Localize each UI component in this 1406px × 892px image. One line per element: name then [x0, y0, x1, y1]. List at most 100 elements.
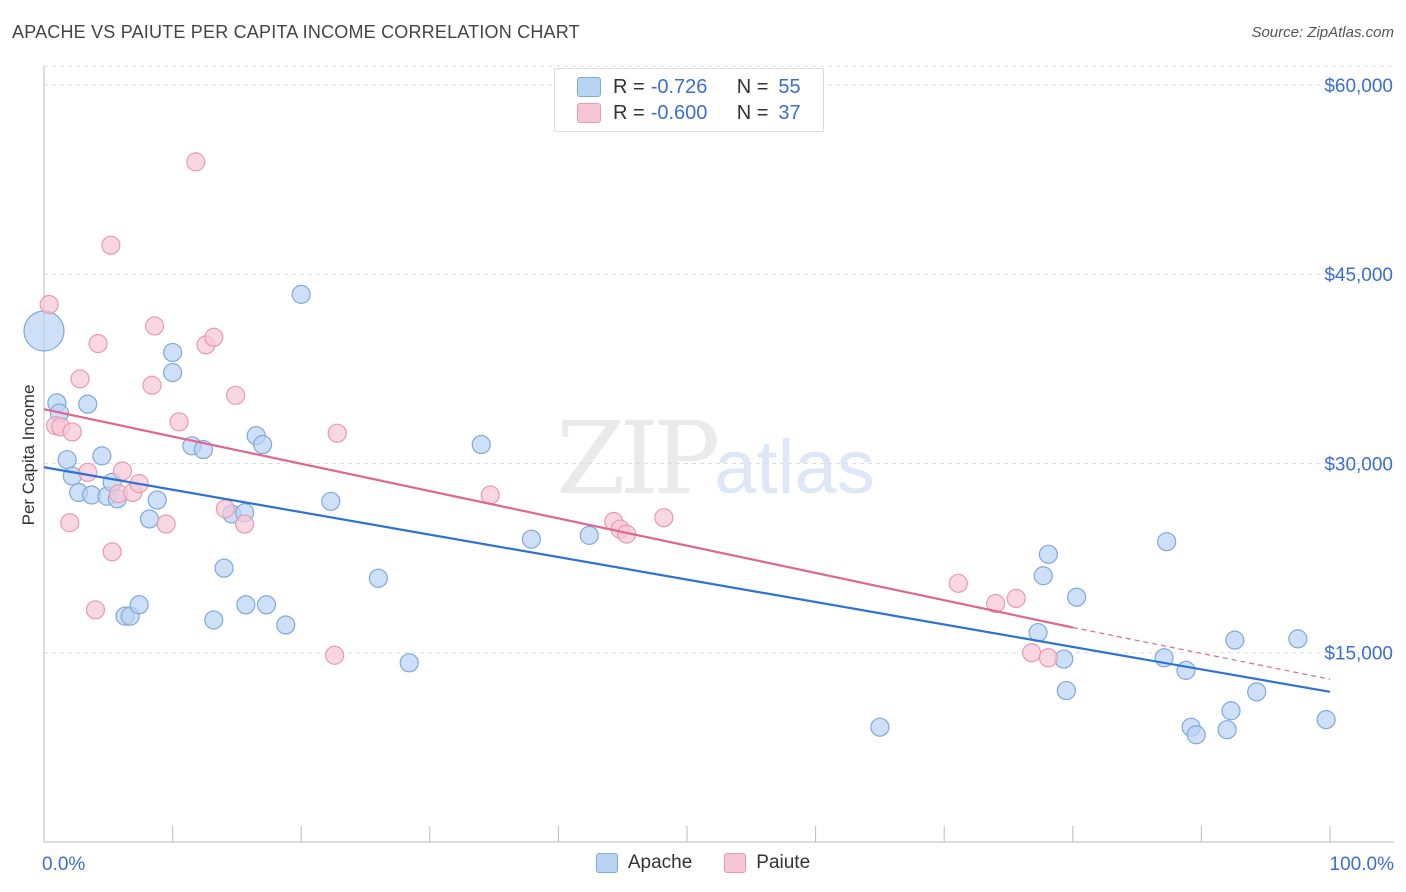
paiute-point [156, 514, 176, 534]
watermark-atlas: atlas [714, 425, 875, 510]
apache-point [163, 363, 183, 383]
apache-point [1247, 682, 1267, 702]
y-tick-label: $60,000 [1324, 76, 1393, 97]
apache-point [1186, 725, 1206, 745]
apache-point [870, 717, 890, 737]
apache-trend-line [43, 466, 1331, 693]
legend-row-paiute: R = -0.600 N = 37 [577, 100, 801, 126]
paiute-point [144, 316, 165, 336]
paiute-point [101, 235, 121, 255]
paiute-point [204, 327, 224, 347]
apache-point [368, 568, 388, 588]
legend-row-apache: R = -0.726 N = 55 [577, 74, 801, 100]
y-tick-label: $30,000 [1324, 454, 1393, 475]
apache-point [214, 558, 234, 578]
y-tick-label: $15,000 [1324, 644, 1393, 665]
paiute-legend-label: Paiute [756, 852, 811, 873]
grid-layer [44, 65, 1394, 654]
apache-point [1221, 701, 1241, 721]
apache-point [1157, 532, 1177, 552]
trend-layer [43, 408, 1331, 693]
apache-swatch [577, 77, 601, 97]
y-tick-label: $45,000 [1324, 265, 1393, 286]
apache-point [78, 394, 98, 414]
apache-point [1217, 720, 1237, 740]
apache-point [276, 615, 296, 635]
paiute-point [226, 385, 246, 405]
apache-n-value: 55 [778, 75, 801, 98]
apache-point [521, 529, 541, 549]
correlation-legend: R = -0.726 N = 55 R = -0.600 N = 37 [554, 68, 824, 132]
series-legend: Apache Paiute [0, 852, 1406, 874]
paiute-point [215, 499, 235, 519]
paiute-point [986, 593, 1006, 614]
apache-point [1033, 566, 1053, 586]
apache-point [1316, 710, 1336, 730]
apache-r-value: -0.726 [650, 75, 708, 98]
paiute-point [235, 514, 255, 534]
apache-point [23, 310, 65, 352]
paiute-point [325, 645, 345, 665]
paiute-point [62, 422, 82, 442]
y-axis-label: Per Capita Income [19, 385, 38, 526]
apache-point [253, 434, 273, 455]
r-label: R = [613, 75, 645, 98]
paiute-point [39, 294, 59, 315]
paiute-point [85, 600, 106, 620]
legend-item-paiute[interactable]: Paiute [724, 852, 810, 874]
paiute-point [78, 462, 98, 482]
x-tick-label: 0.0% [42, 854, 85, 875]
apache-point [129, 595, 149, 615]
n-label: N = [736, 75, 769, 98]
paiute-point [1038, 648, 1058, 668]
paiute-point [102, 542, 122, 562]
x-tick-label: 100.0% [1330, 854, 1395, 875]
apache-legend-label: Apache [627, 852, 693, 873]
paiute-point [112, 461, 133, 481]
apache-point [321, 491, 341, 511]
axis-layer [43, 66, 1394, 843]
apache-point [399, 653, 419, 673]
apache-point [1038, 544, 1058, 564]
apache-point [1288, 629, 1308, 649]
paiute-point [1006, 588, 1026, 609]
apache-point [236, 595, 256, 615]
apache-point [1056, 680, 1076, 701]
paiute-point [169, 412, 189, 432]
paiute-point [186, 152, 206, 172]
watermark-zip: ZIP [556, 400, 720, 517]
paiute-point [654, 508, 674, 528]
paiute-point [70, 369, 90, 389]
apache-point [1067, 587, 1087, 607]
paiute-point [88, 333, 108, 354]
apache-point [579, 525, 599, 545]
legend-item-apache[interactable]: Apache [595, 852, 693, 874]
paiute-point [1022, 643, 1042, 663]
apache-point [204, 610, 224, 630]
apache-point [57, 450, 77, 470]
paiute-r-value: -0.600 [650, 101, 708, 124]
apache-point [139, 509, 160, 529]
source-label: Source: ZipAtlas.com [1251, 24, 1394, 41]
apache-point [163, 342, 183, 363]
paiute-legend-swatch [724, 853, 747, 873]
watermark: ZIPatlas [556, 400, 875, 517]
paiute-swatch [577, 103, 601, 123]
apache-point [1176, 660, 1196, 680]
apache-point [92, 446, 112, 466]
paiute-point [327, 423, 347, 443]
label-layer: $15,000 $30,000 $45,000 $60,000 0.0% 100.0% Pe… [19, 76, 1394, 875]
apache-point [291, 284, 311, 304]
n-label: N = [736, 101, 769, 124]
point-layer [23, 152, 1336, 745]
paiute-point [480, 485, 500, 505]
paiute-trend-extension [1072, 626, 1331, 680]
paiute-point [948, 573, 968, 593]
apache-point [256, 595, 277, 615]
paiute-point [60, 513, 80, 533]
chart-title: APACHE VS PAIUTE PER CAPITA INCOME CORRE… [12, 22, 580, 42]
paiute-n-value: 37 [778, 101, 801, 124]
r-label: R = [613, 101, 645, 124]
apache-legend-swatch [595, 853, 618, 873]
